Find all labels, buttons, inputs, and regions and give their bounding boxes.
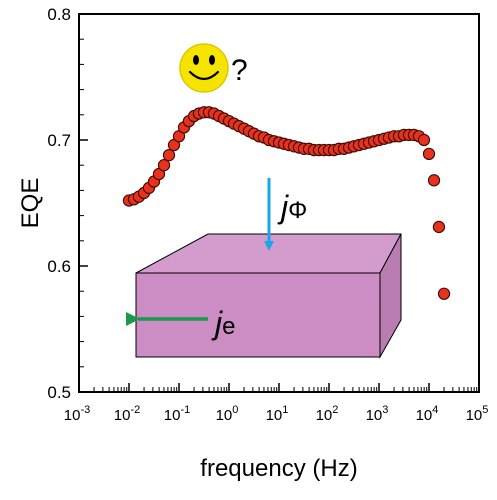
electron-current-sub: e — [222, 313, 235, 340]
x-tick-label: 102 — [316, 404, 339, 424]
data-series — [122, 106, 451, 300]
data-point — [162, 148, 176, 162]
x-tick-label: 100 — [216, 404, 239, 424]
y-axis-ticks — [79, 13, 88, 393]
x-tick-label: 101 — [266, 404, 289, 424]
y-tick-label: 0.6 — [47, 257, 71, 276]
y-tick-label: 0.8 — [47, 5, 71, 24]
y-axis-title: EQE — [17, 178, 44, 229]
data-point — [157, 159, 171, 172]
y-tick-label: 0.5 — [47, 383, 71, 402]
x-tick-label: 10-2 — [114, 404, 140, 424]
x-axis-tick-labels: 10-3 10-2 10-1 100 101 102 103 104 105 — [64, 404, 489, 424]
data-point — [437, 287, 451, 300]
x-tick-label: 105 — [466, 404, 489, 424]
y-tick-label: 0.7 — [47, 131, 71, 150]
data-point — [432, 220, 446, 234]
x-tick-label: 10-3 — [64, 404, 90, 424]
slab-front-face — [135, 272, 381, 358]
data-point — [417, 133, 431, 147]
x-tick-label: 104 — [416, 404, 439, 424]
photon-current-sub: Φ — [288, 197, 307, 224]
x-axis-title: frequency (Hz) — [200, 455, 357, 482]
x-tick-label: 10-1 — [164, 404, 190, 424]
smiley-face-icon — [179, 43, 229, 93]
y-axis-tick-labels: 0.5 0.6 0.7 0.8 — [47, 5, 71, 402]
photon-current-label: jΦ — [277, 189, 307, 225]
x-tick-label: 103 — [366, 404, 389, 424]
question-mark: ? — [231, 54, 248, 87]
data-point — [422, 147, 436, 161]
x-axis-ticks — [78, 383, 480, 392]
data-point — [427, 174, 441, 187]
device-slab — [135, 233, 402, 359]
